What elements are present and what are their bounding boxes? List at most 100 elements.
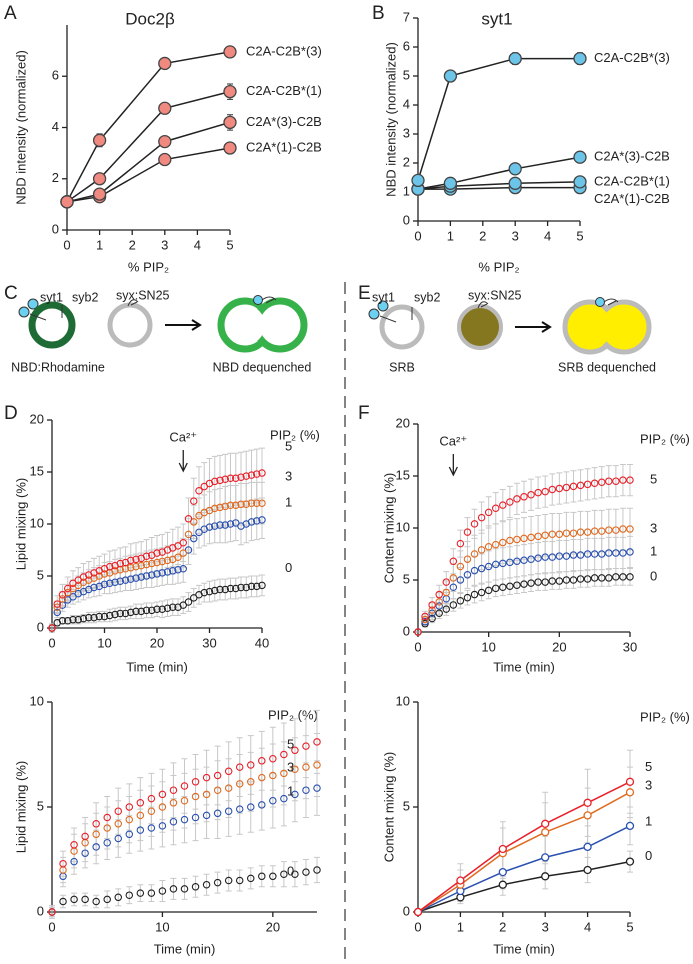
data-point xyxy=(555,552,564,560)
data-point xyxy=(247,761,255,769)
data-point xyxy=(58,616,67,625)
error-bar xyxy=(247,735,254,795)
x-tick-label: 5 xyxy=(576,228,583,243)
data-point xyxy=(142,560,151,569)
x-tick-label: 2 xyxy=(479,228,486,243)
data-point xyxy=(224,784,233,792)
error-bar xyxy=(192,875,199,898)
data-point xyxy=(258,469,266,477)
data-point xyxy=(258,872,266,881)
y-tick-label: 6 xyxy=(52,68,59,83)
series-line xyxy=(417,181,581,190)
y-tick-label: 15 xyxy=(396,467,410,482)
error-bar xyxy=(584,468,591,501)
error-bar xyxy=(513,518,520,561)
data-point xyxy=(428,609,436,618)
diagram-label: NBD dequenched xyxy=(213,360,312,374)
data-point xyxy=(491,560,500,569)
data-point xyxy=(583,865,592,875)
arrow xyxy=(165,319,202,331)
series-line xyxy=(417,156,581,190)
error-bar xyxy=(598,569,605,587)
data-point xyxy=(202,811,211,820)
data-point xyxy=(569,576,578,584)
error-bar xyxy=(485,581,492,600)
data-point xyxy=(125,803,134,811)
data-point xyxy=(226,474,235,482)
error-bar xyxy=(535,476,542,509)
data-point xyxy=(142,572,151,580)
data-point xyxy=(147,889,156,897)
data-point xyxy=(491,540,500,549)
data-point xyxy=(508,162,522,176)
series-label: 0 xyxy=(645,848,652,863)
error-bar xyxy=(598,509,605,553)
data-point xyxy=(58,595,67,603)
error-bar xyxy=(60,850,67,877)
series-label: 5 xyxy=(645,759,652,774)
data-point xyxy=(548,530,557,538)
data-point xyxy=(302,742,310,750)
y-axis-label: Content mixing (%) xyxy=(381,473,396,584)
data-point xyxy=(103,838,111,847)
data-point xyxy=(59,897,67,906)
data-point xyxy=(148,571,156,579)
data-point xyxy=(121,609,130,618)
data-point xyxy=(103,895,111,904)
data-point xyxy=(202,880,211,889)
data-point xyxy=(92,172,107,186)
data-point xyxy=(625,821,635,831)
data-point xyxy=(127,556,135,565)
data-point xyxy=(548,485,557,494)
error-bar xyxy=(71,892,78,907)
arrow xyxy=(515,321,552,333)
error-bar xyxy=(619,568,626,586)
error-bar xyxy=(513,576,520,595)
error-bar xyxy=(549,572,556,590)
data-point xyxy=(116,609,125,618)
data-point xyxy=(597,574,606,582)
data-point xyxy=(184,530,193,539)
data-point xyxy=(435,602,443,610)
series-label: 5 xyxy=(285,438,292,453)
error-bar xyxy=(506,577,513,596)
data-point xyxy=(612,526,620,534)
panel-letter: E xyxy=(358,283,371,304)
y-tick-label: 0 xyxy=(403,903,410,918)
error-bar xyxy=(60,894,67,909)
data-point xyxy=(449,601,458,609)
series-line xyxy=(66,147,231,203)
error-bar xyxy=(598,466,605,499)
data-point xyxy=(216,503,224,512)
data-point xyxy=(132,607,140,616)
data-point xyxy=(180,815,189,824)
data-point xyxy=(48,908,56,916)
data-point xyxy=(235,805,244,813)
data-point xyxy=(513,581,521,589)
data-point xyxy=(576,528,585,536)
data-point xyxy=(421,612,429,621)
error-bar xyxy=(605,508,612,552)
series-line xyxy=(417,825,631,913)
error-bar xyxy=(190,587,197,608)
series-label: C2A*(3)-C2B xyxy=(246,114,322,129)
error-bar xyxy=(96,555,103,586)
data-point xyxy=(213,771,222,780)
error-bar xyxy=(556,472,563,505)
data-point xyxy=(169,567,177,575)
diagram-label: SRB dequenched xyxy=(558,360,656,374)
data-point xyxy=(269,754,277,763)
data-point xyxy=(625,857,635,866)
error-bar xyxy=(243,576,250,599)
x-tick-label: 0 xyxy=(48,919,55,934)
data-point xyxy=(69,615,77,624)
data-point xyxy=(158,569,167,577)
data-point xyxy=(562,576,571,584)
x-tick-label: 0 xyxy=(414,919,421,934)
data-point xyxy=(414,628,422,636)
error-bar xyxy=(464,589,471,606)
y-tick-label: 2 xyxy=(52,170,59,185)
y-axis-label: NBD intensity (normalized) xyxy=(383,42,398,197)
error-bar xyxy=(236,869,243,892)
data-point xyxy=(508,51,522,66)
